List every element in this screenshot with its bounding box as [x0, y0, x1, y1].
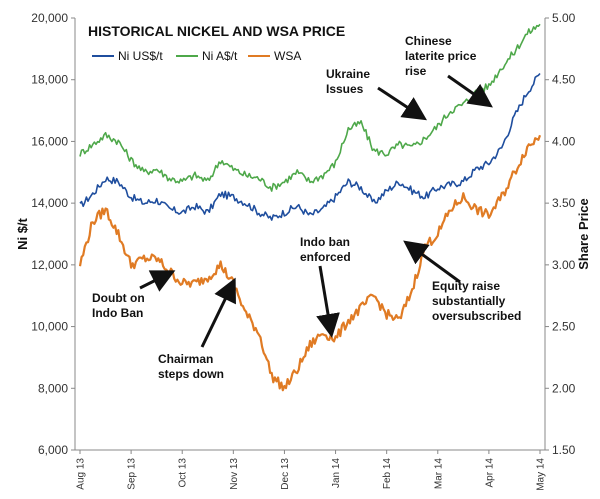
series-line-niat [79, 23, 541, 192]
annotation-line: Indo Ban [92, 306, 143, 320]
x-tick-label: Feb 14 [382, 458, 393, 490]
y2-tick-label: 1.50 [552, 443, 576, 457]
annotation-line: Doubt on [92, 291, 145, 305]
annotation-arrow [316, 265, 340, 338]
y-tick-label: 20,000 [31, 11, 68, 25]
y-tick-label: 8,000 [38, 381, 68, 395]
x-tick-label: Nov 13 [229, 458, 240, 490]
legend-entry-label: Ni A$/t [202, 49, 238, 63]
y2-tick-label: 5.00 [552, 11, 576, 25]
y2-tick-label: 2.00 [552, 381, 576, 395]
annotation-text: Equity raise substantially oversubscribed [432, 279, 521, 323]
x-tick-label: Dec 13 [280, 458, 291, 490]
chart-title: HISTORICAL NICKEL AND WSA PRICE [88, 23, 345, 39]
x-tick-label: Sep 13 [127, 458, 138, 490]
annotation-text: Indo ban enforced [300, 235, 351, 264]
y-axis-label: Ni $/t [15, 217, 30, 249]
y2-tick-label: 3.00 [552, 258, 576, 272]
annotation-line: substantially [432, 294, 506, 308]
x-tick-label: Oct 13 [178, 458, 189, 488]
annotation-text: Chairman steps down [158, 352, 224, 381]
y-tick-label: 10,000 [31, 320, 68, 334]
series-line-niust [79, 72, 541, 221]
y2-tick-label: 3.50 [552, 196, 576, 210]
x-tick-label: May 14 [536, 458, 547, 491]
annotations: Doubt on Indo Ban Chairman steps down Indo b… [92, 34, 521, 381]
y-tick-label: 12,000 [31, 258, 68, 272]
x-tick-label: Mar 14 [433, 458, 444, 490]
x-tick-label: Apr 14 [484, 458, 495, 488]
annotation-line: Chinese [405, 34, 452, 48]
annotation-line: Issues [326, 82, 364, 96]
y-tick-label: 16,000 [31, 134, 68, 148]
y2-tick-label: 4.00 [552, 134, 576, 148]
series-layer [78, 23, 542, 392]
annotation-arrow [200, 277, 236, 348]
x-tick-label: Jan 14 [331, 458, 342, 488]
legend-entry-label: WSA [274, 49, 301, 63]
annotation-line: steps down [158, 367, 224, 381]
annotation-text: Doubt on Indo Ban [92, 291, 145, 320]
annotation-line: Equity raise [432, 279, 500, 293]
legend: Ni US$/t Ni A$/t WSA [92, 49, 301, 63]
annotation-line: enforced [300, 250, 351, 264]
annotation-line: Chairman [158, 352, 213, 366]
annotation-text: Chinese laterite price rise [405, 34, 477, 78]
annotation-line: Indo ban [300, 235, 350, 249]
annotation-arrow [403, 240, 461, 284]
y-tick-label: 18,000 [31, 73, 68, 87]
y2-axis-label: Share Price [576, 198, 591, 270]
annotation-line: laterite price [405, 49, 477, 63]
annotation-line: Ukraine [326, 67, 370, 81]
series-line-wsa [78, 134, 542, 392]
x-tick-label: Aug 13 [76, 458, 87, 490]
y2-tick-label: 4.50 [552, 73, 576, 87]
annotation-line: rise [405, 64, 427, 78]
annotation-text: Ukraine Issues [326, 67, 370, 96]
axes: 6,000 8,000 10,000 12,000 14,000 16,000 18,000… [31, 11, 575, 491]
y-tick-label: 6,000 [38, 443, 68, 457]
annotation-arrow [447, 74, 493, 108]
annotation-arrow [139, 270, 176, 292]
annotation-arrow [377, 86, 428, 121]
y-tick-label: 14,000 [31, 196, 68, 210]
annotation-line: oversubscribed [432, 309, 521, 323]
y2-tick-label: 2.50 [552, 320, 576, 334]
legend-entry-label: Ni US$/t [118, 49, 163, 63]
